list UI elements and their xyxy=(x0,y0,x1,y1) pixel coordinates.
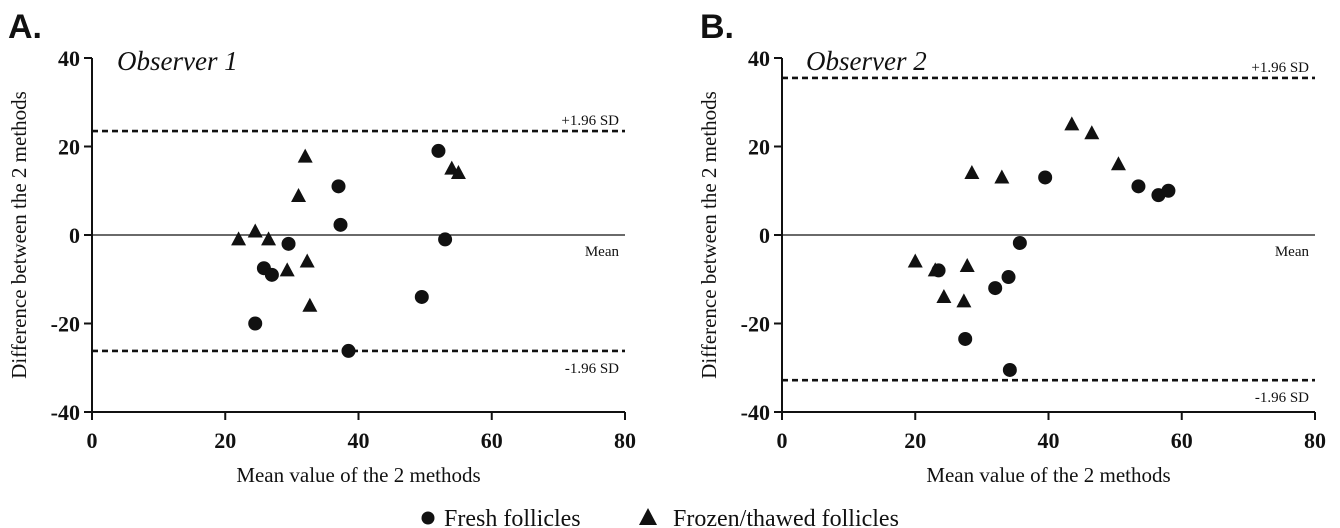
y-tick-label: -20 xyxy=(51,312,80,337)
x-tick-label: 20 xyxy=(214,428,236,453)
frozen-follicle-point xyxy=(302,297,318,312)
fresh-follicle-point xyxy=(1012,235,1027,250)
panel-letter: A. xyxy=(8,8,42,46)
x-tick-label: 80 xyxy=(614,428,636,453)
fresh-follicle-point xyxy=(333,217,348,232)
frozen-follicle-point xyxy=(907,253,923,268)
y-tick-label: -20 xyxy=(741,312,770,337)
x-axis-label: Mean value of the 2 methods xyxy=(926,463,1170,487)
fresh-follicle-point xyxy=(281,236,296,251)
mean-label: Mean xyxy=(1275,244,1310,260)
fresh-follicle-point xyxy=(264,267,279,282)
legend-fresh-label: Fresh follicles xyxy=(444,506,581,528)
chart-panel-2: B. Observer 2 40 20 0 -20 -40 0 20 40 60 80 Mean val… xyxy=(697,8,1326,487)
x-tick-label: 80 xyxy=(1304,428,1326,453)
y-tick-label: 0 xyxy=(69,223,80,248)
frozen-follicle-point xyxy=(231,231,247,246)
chart-title: Observer 1 xyxy=(117,46,238,76)
fresh-follicle-point xyxy=(1131,179,1146,194)
chart-panel-1: A. Observer 1 40 20 0 -20 -40 0 20 40 60 80 Mean val… xyxy=(7,8,636,487)
x-axis-label: Mean value of the 2 methods xyxy=(236,463,480,487)
x-tick-label: 40 xyxy=(348,428,370,453)
frozen-follicle-point xyxy=(291,188,307,203)
fresh-follicle-point xyxy=(248,316,263,331)
frozen-follicle-point xyxy=(279,262,295,277)
sd-limit-label: +1.96 SD xyxy=(561,113,619,129)
y-tick-label: -40 xyxy=(51,400,80,425)
x-tick-label: 40 xyxy=(1038,428,1060,453)
fresh-follicle-point xyxy=(414,289,429,304)
y-tick-label: 20 xyxy=(748,135,770,160)
x-tick-label: 60 xyxy=(481,428,503,453)
fresh-follicle-point xyxy=(331,179,346,194)
legend-circle-marker xyxy=(421,511,435,525)
fresh-follicle-point xyxy=(1038,170,1053,185)
sd-limit-label: -1.96 SD xyxy=(1255,390,1309,406)
y-tick-label: 20 xyxy=(58,135,80,160)
fresh-follicle-point xyxy=(988,281,1003,296)
panel-letter: B. xyxy=(700,8,734,46)
fresh-follicle-point xyxy=(438,232,453,247)
fresh-follicle-point xyxy=(341,343,356,358)
frozen-follicle-point xyxy=(927,262,943,277)
frozen-follicle-point xyxy=(299,253,315,268)
chart-panels: A. Observer 1 40 20 0 -20 -40 0 20 40 60 80 Mean val… xyxy=(7,8,1326,487)
y-tick-label: 40 xyxy=(58,46,80,71)
frozen-follicle-point xyxy=(956,293,972,308)
frozen-follicle-point xyxy=(1084,125,1100,140)
chart-title: Observer 2 xyxy=(806,46,927,76)
frozen-follicle-point xyxy=(297,148,313,163)
legend-frozen-label: Frozen/thawed follicles xyxy=(673,506,899,528)
x-tick-label: 60 xyxy=(1171,428,1193,453)
y-axis-label: Difference between the 2 methods xyxy=(697,91,721,379)
frozen-follicle-point xyxy=(959,257,975,272)
legend-triangle-marker xyxy=(639,508,657,525)
fresh-follicle-point xyxy=(1002,362,1017,377)
frozen-follicle-point xyxy=(247,223,263,238)
fresh-follicle-point xyxy=(958,331,973,346)
mean-label: Mean xyxy=(585,244,620,260)
x-tick-label: 20 xyxy=(904,428,926,453)
y-tick-label: 0 xyxy=(759,223,770,248)
y-tick-label: 40 xyxy=(748,46,770,71)
fresh-follicle-point xyxy=(1161,183,1176,198)
sd-limit-label: -1.96 SD xyxy=(565,361,619,377)
x-tick-label: 0 xyxy=(777,428,788,453)
frozen-follicle-point xyxy=(964,165,980,180)
frozen-follicle-point xyxy=(450,165,466,180)
y-tick-label: -40 xyxy=(741,400,770,425)
frozen-follicle-point xyxy=(1110,156,1126,171)
x-tick-label: 0 xyxy=(87,428,98,453)
frozen-follicle-point xyxy=(261,231,277,246)
fresh-follicle-point xyxy=(431,143,446,158)
legend: Fresh follicles Frozen/thawed follicles xyxy=(421,506,899,528)
y-axis-label: Difference between the 2 methods xyxy=(7,91,31,379)
frozen-follicle-point xyxy=(994,169,1010,184)
frozen-follicle-point xyxy=(1064,116,1080,131)
frozen-follicle-point xyxy=(936,288,952,303)
fresh-follicle-point xyxy=(1001,270,1016,285)
sd-limit-label: +1.96 SD xyxy=(1251,60,1309,76)
